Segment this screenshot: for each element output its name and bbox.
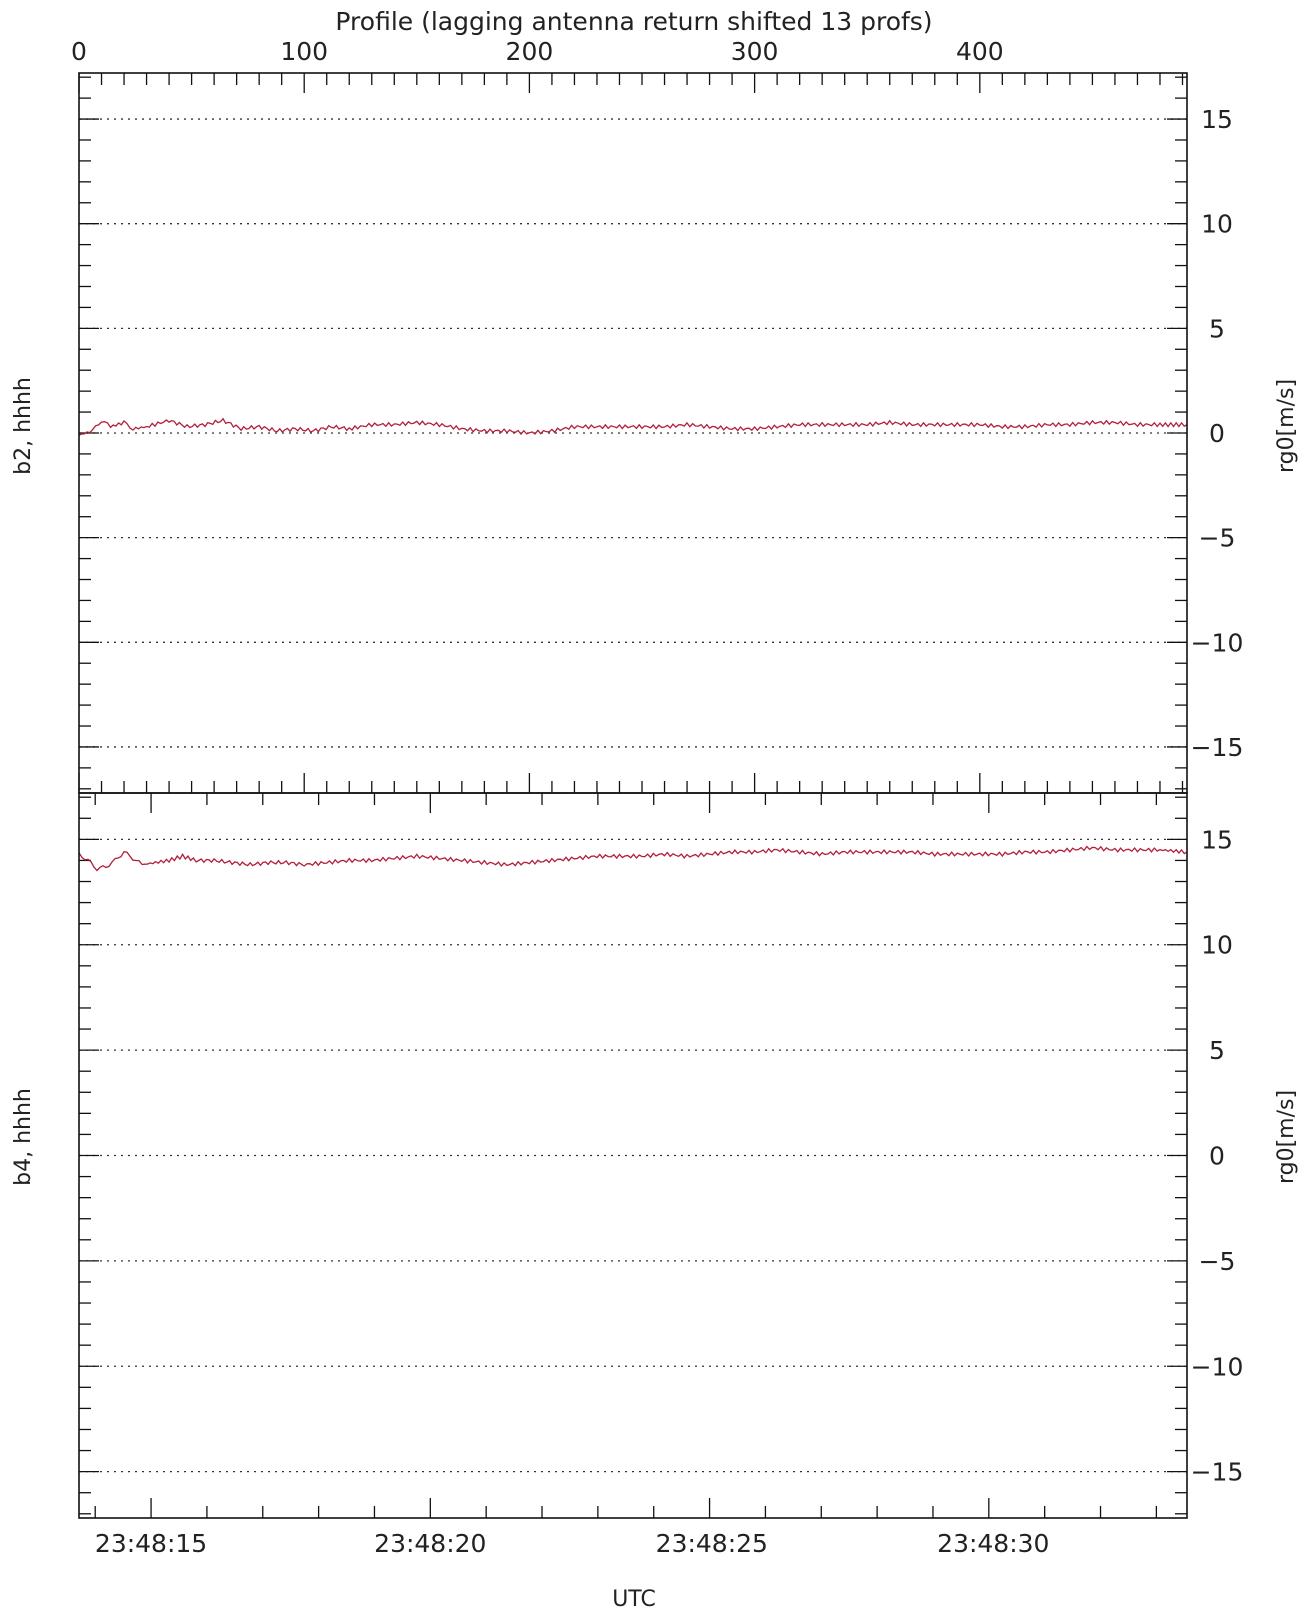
- top-panel-left-ticks: [79, 76, 99, 790]
- ytick-label: 15: [1201, 105, 1233, 134]
- bottom-axis: 23:48:15 23:48:20 23:48:25 23:48:30 UTC: [95, 1529, 1050, 1612]
- series-line: [78, 845, 1188, 872]
- ytick-label: 10: [1201, 210, 1233, 239]
- ytick-label: 15: [1201, 825, 1233, 854]
- bottom-panel-series: [78, 845, 1188, 872]
- bottom-panel-ytick-labels: −15 −10 −5 0 5 10 15: [1191, 825, 1244, 1486]
- top-panel-ytick-labels: −15 −10 −5 0 5 10 15: [1191, 105, 1244, 762]
- top-panel-profile-ticks: [78, 73, 1184, 793]
- top-panel: −15 −10 −5 0 5 10 15 b2, hhhh rg0[m/s]: [11, 72, 1299, 794]
- top-panel-right-ticks: [1167, 76, 1187, 790]
- bottom-panel-left-ticks: [79, 796, 99, 1515]
- ytick-label: 10: [1201, 931, 1233, 960]
- ytick-label: −10: [1191, 628, 1244, 657]
- time-tick-label: 23:48:20: [374, 1529, 486, 1558]
- ytick-label: −15: [1191, 1458, 1244, 1487]
- top-panel-ylabel: rg0[m/s]: [1274, 379, 1299, 473]
- ytick-label: −15: [1191, 733, 1244, 762]
- bottom-axis-tick-labels: 23:48:15 23:48:20 23:48:25 23:48:30: [95, 1529, 1050, 1558]
- profile-tick-label: 0: [71, 37, 87, 66]
- ytick-label: −10: [1191, 1352, 1244, 1381]
- top-axis: 0 100 200 300 400 Profile (lagging antenna r…: [71, 7, 1004, 66]
- profile-tick-label: 300: [731, 37, 779, 66]
- series-line: [78, 417, 1188, 436]
- ytick-label: 0: [1209, 1142, 1225, 1171]
- top-panel-label: b2, hhhh: [11, 377, 36, 475]
- time-tick-label: 23:48:15: [95, 1529, 207, 1558]
- bottom-panel-label: b4, hhhh: [11, 1088, 36, 1186]
- bottom-panel-time-ticks: [94, 793, 1158, 1518]
- bottom-panel-gridlines: [79, 838, 1187, 1473]
- bottom-panel-ylabel: rg0[m/s]: [1274, 1090, 1299, 1184]
- time-tick-label: 23:48:25: [656, 1529, 768, 1558]
- profile-tick-label: 200: [506, 37, 554, 66]
- ytick-label: 0: [1209, 419, 1225, 448]
- top-panel-gridlines: [79, 118, 1187, 748]
- top-axis-tick-labels: 0 100 200 300 400: [71, 37, 1004, 66]
- ytick-label: −5: [1199, 524, 1236, 553]
- bottom-panel-right-ticks: [1167, 796, 1187, 1515]
- top-axis-label: Profile (lagging antenna return shifted …: [335, 7, 932, 36]
- ytick-label: −5: [1199, 1247, 1236, 1276]
- ytick-label: 5: [1209, 314, 1225, 343]
- bottom-axis-label: UTC: [612, 1587, 656, 1612]
- profile-tick-label: 100: [280, 37, 328, 66]
- bottom-panel: −15 −10 −5 0 5 10 15 b4, hhhh rg0[m/s]: [11, 792, 1299, 1519]
- ytick-label: 5: [1209, 1036, 1225, 1065]
- top-panel-series: [78, 417, 1188, 436]
- profile-tick-label: 400: [956, 37, 1004, 66]
- bottom-panel-frame: [78, 792, 1188, 1519]
- time-tick-label: 23:48:30: [937, 1529, 1049, 1558]
